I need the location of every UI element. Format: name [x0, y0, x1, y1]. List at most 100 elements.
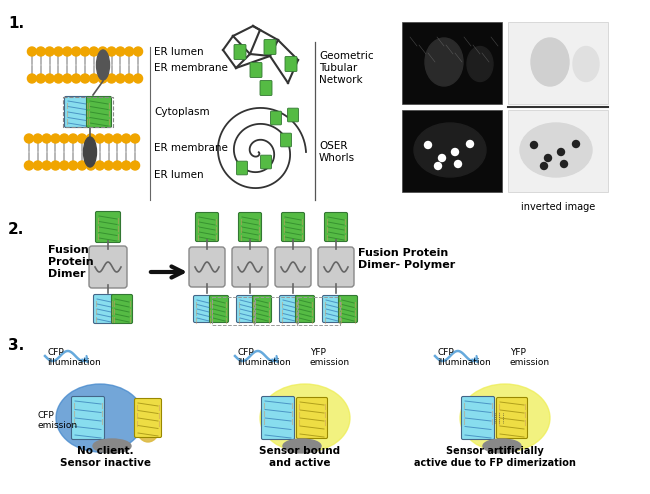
- Circle shape: [27, 74, 36, 83]
- FancyBboxPatch shape: [339, 295, 358, 323]
- Circle shape: [63, 47, 72, 56]
- Circle shape: [86, 134, 96, 143]
- FancyBboxPatch shape: [261, 155, 272, 169]
- Bar: [508, 110, 608, 192]
- Circle shape: [545, 155, 551, 162]
- FancyBboxPatch shape: [135, 399, 161, 438]
- Circle shape: [33, 134, 42, 143]
- Circle shape: [25, 161, 33, 170]
- Circle shape: [45, 74, 54, 83]
- Circle shape: [54, 47, 63, 56]
- Circle shape: [63, 74, 72, 83]
- Text: CFP
illumination: CFP illumination: [437, 348, 491, 368]
- FancyBboxPatch shape: [497, 398, 528, 439]
- FancyBboxPatch shape: [252, 295, 272, 323]
- FancyBboxPatch shape: [296, 295, 315, 323]
- Circle shape: [51, 161, 60, 170]
- Text: YFP
emission: YFP emission: [310, 348, 350, 368]
- Circle shape: [33, 161, 42, 170]
- Text: Sensor bound
and active: Sensor bound and active: [259, 446, 341, 468]
- FancyBboxPatch shape: [264, 40, 276, 54]
- Text: 2.: 2.: [8, 222, 25, 237]
- Circle shape: [454, 161, 462, 167]
- FancyBboxPatch shape: [94, 294, 114, 324]
- FancyBboxPatch shape: [260, 81, 272, 95]
- Circle shape: [467, 140, 473, 148]
- FancyBboxPatch shape: [250, 63, 262, 78]
- Circle shape: [424, 141, 432, 149]
- Circle shape: [134, 47, 142, 56]
- Text: ER membrane: ER membrane: [154, 63, 228, 73]
- FancyBboxPatch shape: [96, 211, 120, 243]
- Ellipse shape: [83, 137, 96, 167]
- Ellipse shape: [56, 384, 144, 452]
- FancyBboxPatch shape: [72, 397, 105, 440]
- Circle shape: [51, 134, 60, 143]
- Ellipse shape: [531, 38, 569, 86]
- Ellipse shape: [425, 38, 463, 86]
- Circle shape: [60, 161, 69, 170]
- Text: 1.: 1.: [8, 16, 24, 31]
- Bar: [508, 22, 608, 104]
- Circle shape: [36, 47, 46, 56]
- FancyBboxPatch shape: [281, 133, 291, 147]
- Circle shape: [60, 134, 69, 143]
- Ellipse shape: [414, 123, 486, 177]
- FancyBboxPatch shape: [462, 397, 495, 440]
- Circle shape: [27, 47, 36, 56]
- FancyBboxPatch shape: [296, 398, 328, 439]
- Circle shape: [122, 134, 131, 143]
- FancyBboxPatch shape: [89, 246, 127, 288]
- Circle shape: [439, 155, 445, 162]
- Circle shape: [104, 134, 113, 143]
- Text: inverted image: inverted image: [521, 202, 595, 212]
- FancyBboxPatch shape: [194, 295, 213, 323]
- Text: Sensor artificially
active due to FP dimerization: Sensor artificially active due to FP dim…: [414, 446, 576, 468]
- FancyBboxPatch shape: [285, 56, 297, 72]
- Ellipse shape: [467, 46, 493, 82]
- FancyBboxPatch shape: [270, 111, 281, 125]
- Circle shape: [558, 149, 564, 156]
- Circle shape: [42, 161, 51, 170]
- Circle shape: [81, 74, 90, 83]
- FancyBboxPatch shape: [232, 247, 268, 287]
- Ellipse shape: [573, 46, 599, 82]
- FancyBboxPatch shape: [322, 295, 341, 323]
- Circle shape: [69, 161, 77, 170]
- Circle shape: [541, 163, 547, 169]
- Text: ER lumen: ER lumen: [154, 170, 203, 180]
- Text: CFP
illumination: CFP illumination: [47, 348, 101, 368]
- Text: 3.: 3.: [8, 338, 24, 353]
- Circle shape: [36, 74, 46, 83]
- Circle shape: [72, 74, 81, 83]
- Circle shape: [95, 134, 104, 143]
- Circle shape: [125, 74, 134, 83]
- Circle shape: [530, 141, 538, 149]
- FancyBboxPatch shape: [281, 212, 304, 242]
- FancyBboxPatch shape: [275, 247, 311, 287]
- Circle shape: [107, 74, 116, 83]
- Circle shape: [134, 74, 142, 83]
- Ellipse shape: [520, 123, 592, 177]
- Circle shape: [560, 161, 567, 167]
- Circle shape: [107, 47, 116, 56]
- Circle shape: [98, 47, 107, 56]
- Text: ER lumen: ER lumen: [154, 47, 203, 57]
- Text: ER membrane: ER membrane: [154, 143, 228, 153]
- Ellipse shape: [135, 404, 161, 442]
- Circle shape: [89, 74, 98, 83]
- Circle shape: [116, 47, 125, 56]
- FancyBboxPatch shape: [189, 247, 225, 287]
- FancyBboxPatch shape: [280, 295, 298, 323]
- Text: No client.
Sensor inactive: No client. Sensor inactive: [60, 446, 151, 468]
- FancyBboxPatch shape: [318, 247, 354, 287]
- Ellipse shape: [483, 439, 521, 453]
- Circle shape: [122, 161, 131, 170]
- Text: Geometric
Tubular
Network: Geometric Tubular Network: [319, 51, 374, 84]
- FancyBboxPatch shape: [261, 397, 294, 440]
- Circle shape: [116, 74, 125, 83]
- FancyBboxPatch shape: [234, 44, 246, 59]
- Ellipse shape: [283, 439, 321, 453]
- Circle shape: [131, 161, 140, 170]
- Text: OSER
Whorls: OSER Whorls: [319, 141, 355, 163]
